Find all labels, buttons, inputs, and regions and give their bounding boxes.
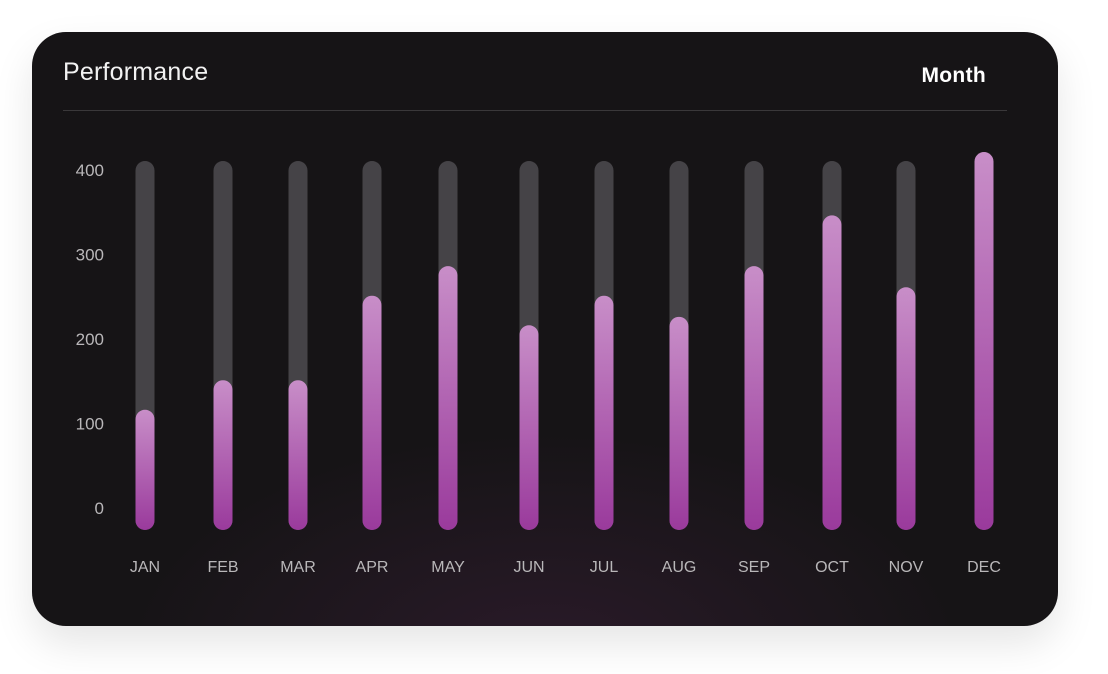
x-tick-label: MAR [280, 559, 316, 576]
bar-jan [135, 409, 155, 530]
performance-card: Performance Month 0 100 200 300 400 JAN FEB MA… [32, 32, 1058, 626]
y-tick-label: 100 [76, 415, 104, 434]
bar-sep [744, 266, 764, 530]
y-tick-label: 0 [95, 499, 104, 518]
x-tick-label: SEP [738, 559, 770, 576]
x-tick-label: FEB [207, 559, 238, 576]
x-tick-label: NOV [889, 559, 924, 576]
x-tick-label: APR [356, 559, 389, 576]
x-tick-label: JAN [130, 559, 160, 576]
bar-oct [822, 215, 842, 531]
bar-apr [362, 295, 382, 530]
header-divider [63, 110, 1007, 111]
x-tick-label: JUL [590, 559, 619, 576]
y-axis: 0 100 200 300 400 [76, 161, 104, 518]
y-tick-label: 200 [76, 330, 104, 349]
bars [135, 152, 994, 531]
y-tick-label: 400 [76, 161, 104, 180]
x-tick-label: MAY [431, 559, 465, 576]
period-selector[interactable]: Month [921, 64, 986, 87]
bar-jul [594, 295, 614, 530]
bar-may [438, 266, 458, 530]
performance-bar-chart: 0 100 200 300 400 JAN FEB MAR APR MAY JUN JUL AUG SE… [76, 152, 1001, 576]
bar-jun [519, 325, 539, 530]
bar-dec [974, 152, 994, 531]
x-tick-label: DEC [967, 559, 1001, 576]
bar-feb [213, 380, 233, 530]
bar-nov [896, 287, 916, 530]
card-title: Performance [63, 58, 209, 86]
x-tick-label: JUN [513, 559, 544, 576]
x-axis: JAN FEB MAR APR MAY JUN JUL AUG SEP OCT NOV DEC [130, 559, 1001, 576]
bar-aug [669, 316, 689, 530]
x-tick-label: OCT [815, 559, 849, 576]
y-tick-label: 300 [76, 246, 104, 265]
bar-mar [288, 380, 308, 530]
x-tick-label: AUG [662, 559, 697, 576]
